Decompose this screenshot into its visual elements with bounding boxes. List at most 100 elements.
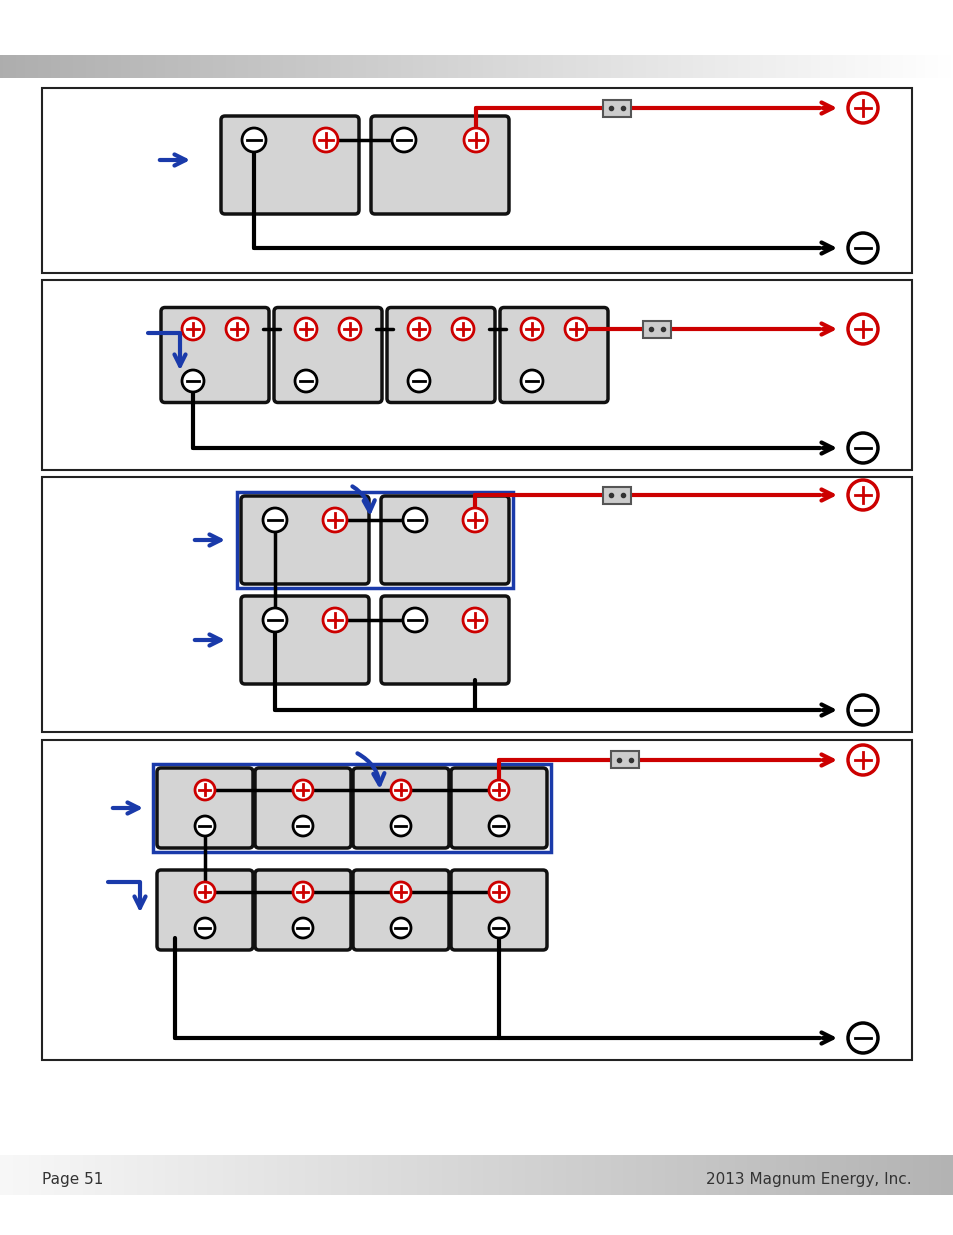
Bar: [908, 56, 912, 78]
Bar: [877, 1155, 880, 1195]
Bar: [674, 1155, 677, 1195]
Bar: [350, 1155, 353, 1195]
Bar: [699, 1155, 702, 1195]
Bar: [950, 56, 953, 78]
Bar: [76, 56, 79, 78]
Bar: [600, 1155, 603, 1195]
Bar: [474, 56, 476, 78]
Bar: [274, 1155, 276, 1195]
Bar: [880, 1155, 883, 1195]
Circle shape: [323, 608, 347, 632]
Bar: [70, 56, 73, 78]
Bar: [410, 56, 413, 78]
Bar: [667, 56, 670, 78]
Circle shape: [462, 508, 486, 532]
Bar: [334, 1155, 336, 1195]
Bar: [946, 56, 950, 78]
Bar: [133, 1155, 136, 1195]
Bar: [155, 56, 159, 78]
Bar: [727, 56, 731, 78]
Bar: [619, 1155, 622, 1195]
Bar: [188, 56, 191, 78]
Bar: [133, 56, 136, 78]
Bar: [534, 56, 537, 78]
Bar: [908, 1155, 912, 1195]
Bar: [896, 56, 899, 78]
Bar: [740, 56, 743, 78]
Bar: [775, 1155, 779, 1195]
Bar: [546, 56, 550, 78]
Bar: [152, 56, 155, 78]
Bar: [334, 56, 336, 78]
Bar: [312, 56, 314, 78]
Bar: [3, 1155, 7, 1195]
Bar: [537, 1155, 540, 1195]
Bar: [708, 56, 712, 78]
Bar: [591, 56, 594, 78]
Bar: [861, 56, 864, 78]
Bar: [524, 56, 527, 78]
Circle shape: [408, 370, 430, 391]
Circle shape: [402, 508, 427, 532]
Bar: [867, 56, 870, 78]
Bar: [460, 1155, 464, 1195]
Bar: [213, 1155, 216, 1195]
Bar: [543, 1155, 546, 1195]
Bar: [372, 56, 375, 78]
Bar: [937, 56, 941, 78]
Bar: [86, 1155, 89, 1195]
Bar: [200, 56, 203, 78]
Bar: [343, 1155, 346, 1195]
Bar: [848, 56, 851, 78]
Bar: [584, 1155, 588, 1195]
Bar: [394, 56, 397, 78]
Bar: [731, 1155, 734, 1195]
Bar: [817, 1155, 820, 1195]
Bar: [289, 56, 293, 78]
Bar: [531, 1155, 534, 1195]
Bar: [64, 56, 67, 78]
Bar: [152, 1155, 155, 1195]
Bar: [54, 56, 57, 78]
Bar: [889, 1155, 893, 1195]
Bar: [57, 56, 60, 78]
Bar: [42, 477, 911, 732]
Bar: [359, 56, 362, 78]
Bar: [131, 56, 133, 78]
FancyBboxPatch shape: [353, 869, 449, 950]
Circle shape: [847, 695, 877, 725]
Bar: [753, 56, 756, 78]
Bar: [629, 1155, 632, 1195]
Circle shape: [263, 508, 287, 532]
Bar: [762, 1155, 765, 1195]
Circle shape: [293, 918, 313, 939]
Bar: [26, 1155, 29, 1195]
Bar: [779, 1155, 781, 1195]
Bar: [22, 1155, 26, 1195]
Bar: [114, 1155, 117, 1195]
Bar: [226, 56, 229, 78]
Bar: [317, 1155, 321, 1195]
Bar: [140, 56, 143, 78]
Bar: [677, 1155, 679, 1195]
Bar: [515, 1155, 517, 1195]
Bar: [724, 1155, 727, 1195]
Bar: [851, 1155, 855, 1195]
Bar: [283, 56, 286, 78]
Bar: [251, 1155, 254, 1195]
Bar: [197, 1155, 200, 1195]
Bar: [613, 1155, 617, 1195]
Circle shape: [847, 745, 877, 776]
Bar: [655, 1155, 658, 1195]
Bar: [721, 56, 724, 78]
Circle shape: [194, 816, 214, 836]
FancyBboxPatch shape: [371, 116, 509, 214]
Bar: [238, 56, 241, 78]
Bar: [867, 1155, 870, 1195]
Circle shape: [391, 918, 411, 939]
Bar: [922, 1155, 924, 1195]
Bar: [750, 1155, 753, 1195]
Bar: [16, 1155, 19, 1195]
Bar: [502, 56, 505, 78]
Bar: [912, 56, 915, 78]
